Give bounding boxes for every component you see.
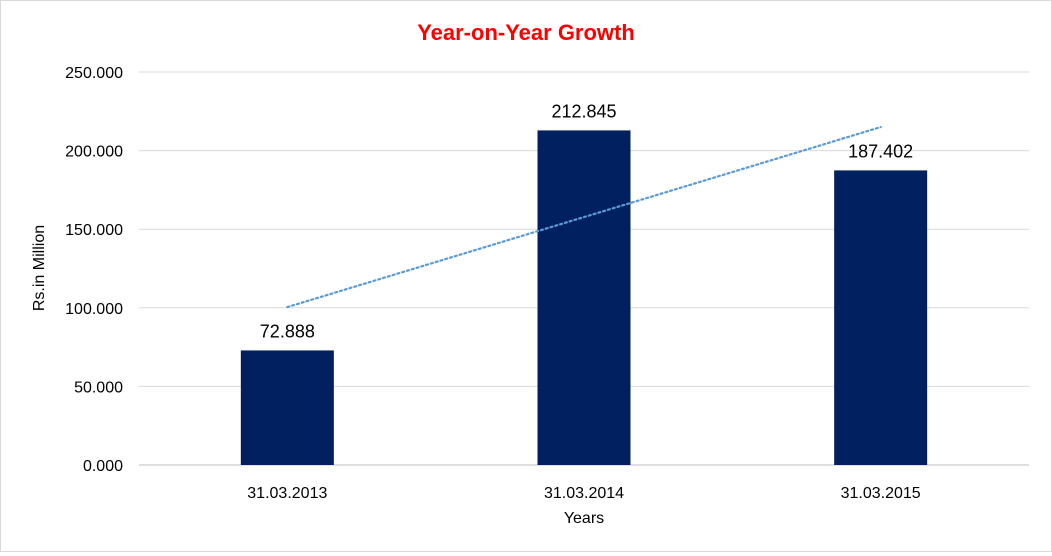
bar [537, 130, 631, 465]
y-tick-label: 150.000 [65, 222, 123, 239]
y-tick-label: 200.000 [65, 144, 123, 161]
chart-title: Year-on-Year Growth [417, 20, 635, 45]
bar [834, 170, 928, 465]
trendline [286, 125, 882, 309]
y-tick-labels: 0.000 50.000 100.000 150.000 200.000 250.000 [65, 65, 123, 475]
x-tick-label: 31.03.2014 [544, 485, 624, 502]
bar [240, 350, 334, 465]
x-tick-labels: 31.03.2013 31.03.2014 31.03.2015 [247, 485, 921, 502]
y-axis-title: Rs.in Million [31, 225, 48, 311]
data-labels: 72.888 212.845 187.402 [260, 101, 913, 341]
x-axis-title: Years [564, 510, 604, 527]
y-tick-label: 0.000 [83, 458, 123, 475]
data-label: 212.845 [551, 101, 616, 121]
y-tick-label: 250.000 [65, 65, 123, 82]
y-tick-label: 50.000 [74, 379, 123, 396]
x-tick-label: 31.03.2015 [841, 485, 921, 502]
x-tick-label: 31.03.2013 [247, 485, 327, 502]
data-label: 187.402 [848, 141, 913, 161]
trendline-path [286, 125, 882, 309]
data-label: 72.888 [260, 321, 315, 341]
y-tick-label: 100.000 [65, 301, 123, 318]
bars [240, 130, 928, 465]
